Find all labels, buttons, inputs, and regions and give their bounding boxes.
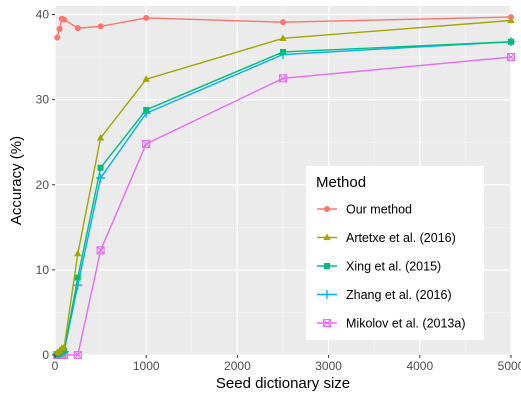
legend-key-marker: [324, 263, 330, 269]
legend-label: Mikolov et al. (2013a): [346, 317, 466, 331]
data-point: [143, 14, 150, 21]
data-point: [97, 164, 104, 171]
data-point: [142, 75, 150, 82]
x-tick-label: 1000: [133, 359, 160, 373]
y-axis: 0 10 20 30 40: [36, 8, 55, 362]
legend-items: Our method Artetxe et al. (2016) Xing et a…: [317, 203, 466, 331]
legend-label: Xing et al. (2015): [346, 260, 441, 274]
data-point: [74, 249, 82, 257]
legend-label: Our method: [346, 203, 412, 217]
data-point: [96, 173, 106, 183]
y-tick-label: 20: [36, 178, 50, 192]
x-tick-label: 3000: [315, 359, 342, 373]
data-point: [280, 48, 286, 55]
legend-key-marker: [324, 206, 330, 212]
data-point: [73, 280, 83, 290]
legend-title: Method: [316, 174, 366, 191]
data-point: [74, 274, 81, 281]
legend-item: Zhang et al. (2016): [317, 288, 452, 302]
data-point: [61, 16, 68, 23]
legend-label: Artetxe et al. (2016): [346, 231, 456, 245]
data-point: [278, 74, 288, 83]
data-point: [508, 14, 514, 21]
y-tick-label: 40: [36, 8, 50, 22]
x-tick-label: 0: [52, 359, 59, 373]
data-point: [279, 34, 287, 41]
legend-item: Xing et al. (2015): [317, 260, 441, 274]
data-point: [280, 19, 286, 26]
legend-background: [306, 166, 484, 340]
series-layer: [52, 14, 516, 360]
data-point: [506, 53, 516, 62]
legend-label: Zhang et al. (2016): [346, 288, 452, 302]
y-tick-label: 30: [36, 93, 50, 107]
x-tick-label: 4000: [406, 359, 433, 373]
data-point: [73, 350, 82, 360]
legend-item: Artetxe et al. (2016): [317, 231, 456, 245]
data-point: [74, 25, 81, 32]
legend-key-marker: [322, 290, 332, 299]
y-tick-label: 0: [42, 348, 49, 362]
data-point: [96, 133, 105, 141]
data-point: [54, 34, 61, 41]
y-axis-title: Accuracy (%): [8, 136, 25, 225]
x-axis-title: Seed dictionary size: [216, 375, 350, 392]
data-point: [508, 38, 514, 45]
data-point: [97, 23, 104, 30]
data-point: [96, 246, 105, 255]
y-tick-label: 10: [36, 263, 50, 277]
data-point: [60, 343, 68, 350]
x-tick-label: 2000: [224, 359, 251, 373]
data-point: [142, 139, 151, 148]
data-point: [143, 106, 150, 113]
legend-key-marker: [322, 318, 332, 328]
series-our-method: [54, 14, 514, 41]
legend-key-marker: [323, 233, 331, 241]
legend-item: Our method: [317, 203, 412, 217]
legend: Method Our method Artetxe et al. (2016) Xi…: [306, 166, 484, 340]
legend-item: Mikolov et al. (2013a): [317, 317, 466, 331]
data-point: [56, 25, 63, 32]
